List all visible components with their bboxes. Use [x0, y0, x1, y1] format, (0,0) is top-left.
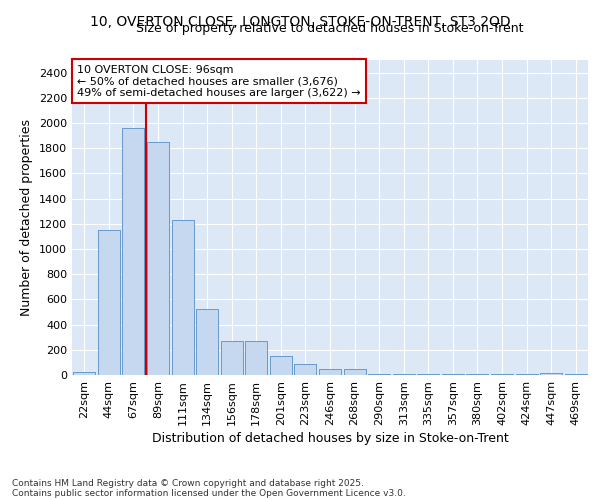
Text: 10 OVERTON CLOSE: 96sqm
← 50% of detached houses are smaller (3,676)
49% of semi: 10 OVERTON CLOSE: 96sqm ← 50% of detache…: [77, 64, 361, 98]
Bar: [245, 341, 268, 375]
Bar: [515, 374, 538, 375]
Text: 10, OVERTON CLOSE, LONGTON, STOKE-ON-TRENT, ST3 2QD: 10, OVERTON CLOSE, LONGTON, STOKE-ON-TRE…: [89, 15, 511, 29]
Bar: [442, 374, 464, 375]
Bar: [392, 374, 415, 375]
Bar: [98, 230, 120, 375]
X-axis label: Distribution of detached houses by size in Stoke-on-Trent: Distribution of detached houses by size …: [152, 432, 508, 445]
Bar: [221, 341, 243, 375]
Bar: [270, 356, 292, 375]
Bar: [417, 374, 439, 375]
Bar: [466, 374, 488, 375]
Title: Size of property relative to detached houses in Stoke-on-Trent: Size of property relative to detached ho…: [136, 22, 524, 35]
Bar: [319, 368, 341, 375]
Bar: [565, 374, 587, 375]
Text: Contains HM Land Registry data © Crown copyright and database right 2025.: Contains HM Land Registry data © Crown c…: [12, 478, 364, 488]
Bar: [368, 374, 390, 375]
Bar: [122, 128, 145, 375]
Bar: [147, 142, 169, 375]
Bar: [344, 370, 365, 375]
Bar: [540, 372, 562, 375]
Bar: [73, 372, 95, 375]
Text: Contains public sector information licensed under the Open Government Licence v3: Contains public sector information licen…: [12, 488, 406, 498]
Bar: [295, 364, 316, 375]
Bar: [491, 374, 513, 375]
Y-axis label: Number of detached properties: Number of detached properties: [20, 119, 34, 316]
Bar: [172, 220, 194, 375]
Bar: [196, 310, 218, 375]
